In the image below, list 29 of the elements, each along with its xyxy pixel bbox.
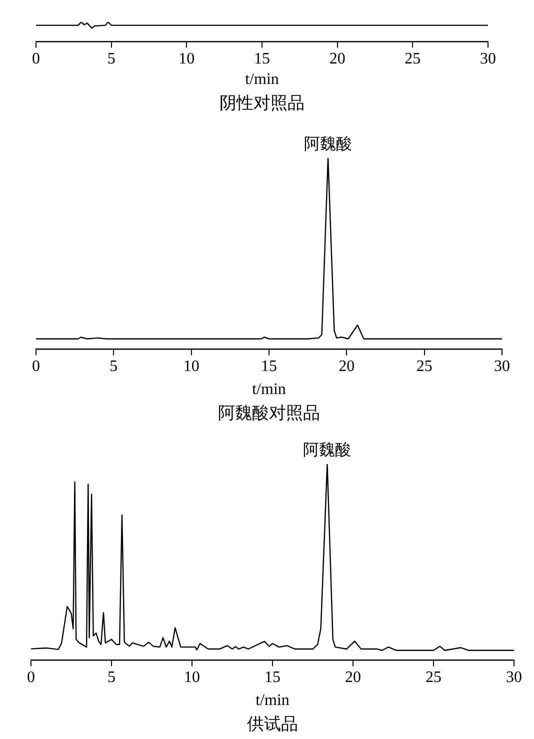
x-tick-label: 0 (27, 669, 35, 686)
x-tick-label: 10 (183, 358, 200, 376)
x-tick-label: 5 (107, 50, 116, 68)
x-tick-label: 25 (404, 50, 421, 68)
x-tick-label: 30 (480, 50, 496, 68)
x-tick-label: 0 (32, 358, 40, 376)
x-tick-label: 20 (329, 50, 346, 68)
text: 阴性对照品 (220, 93, 304, 112)
x-tick-label: 15 (264, 669, 280, 686)
x-tick-label: 20 (345, 669, 361, 686)
text: 供试品 (247, 714, 298, 734)
x-axis-title: t/min (245, 71, 279, 88)
x-tick-label: 10 (178, 50, 195, 68)
x-tick-label: 15 (261, 358, 277, 376)
x-tick-label: 15 (254, 50, 270, 68)
x-axis-title: t/min (252, 381, 286, 398)
x-tick-label: 10 (184, 669, 200, 686)
x-tick-label: 20 (338, 358, 355, 376)
x-tick-label: 0 (32, 50, 40, 68)
x-tick-label: 5 (110, 358, 118, 376)
x-tick-label: 5 (108, 669, 116, 686)
x-tick-label: 25 (426, 669, 442, 686)
text: 阿魏酸对照品 (218, 403, 320, 422)
x-axis-title: t/min (256, 692, 290, 710)
annotation: 阿魏酸 (303, 441, 352, 460)
annotation: 阿魏酸 (304, 135, 352, 154)
x-tick-label: 30 (506, 669, 522, 686)
x-tick-label: 25 (416, 358, 432, 376)
x-tick-label: 30 (494, 358, 510, 376)
